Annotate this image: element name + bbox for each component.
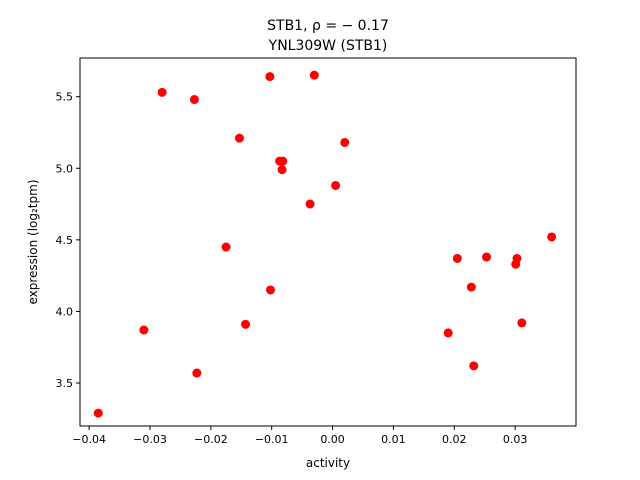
- data-point: [189, 95, 199, 105]
- data-point: [466, 282, 476, 292]
- data-point: [241, 319, 251, 329]
- data-point: [340, 137, 350, 147]
- data-point: [265, 285, 275, 295]
- x-tick-label: 0.03: [503, 433, 528, 446]
- data-point: [139, 325, 149, 335]
- x-tick-label: −0.03: [133, 433, 167, 446]
- data-point: [157, 87, 167, 97]
- data-point: [221, 242, 231, 252]
- plot-frame: [79, 57, 577, 427]
- data-point: [331, 180, 341, 190]
- y-tick-label: 5.0: [56, 162, 74, 175]
- data-point: [192, 368, 202, 378]
- chart-title-line2: YNL309W (STB1): [268, 38, 388, 54]
- x-tick-label: 0.02: [442, 433, 467, 446]
- data-point: [278, 156, 288, 166]
- data-point: [443, 328, 453, 338]
- x-axis-label: activity: [306, 456, 350, 470]
- x-tick-label: −0.01: [255, 433, 289, 446]
- data-points: [93, 70, 557, 418]
- x-axis-ticks: −0.04 −0.03 −0.02 −0.01 0.00 0.01 0.02 0.03: [72, 426, 527, 446]
- data-point: [277, 165, 287, 175]
- y-tick-label: 3.5: [56, 377, 74, 390]
- data-point: [547, 232, 557, 242]
- data-point: [265, 72, 275, 82]
- data-point: [469, 361, 479, 371]
- y-axis-label: expression (log₂tpm): [26, 179, 40, 304]
- y-tick-label: 4.5: [56, 234, 74, 247]
- x-tick-label: 0.00: [320, 433, 345, 446]
- y-axis-ticks: 3.5 4.0 4.5 5.0 5.5: [56, 91, 80, 390]
- data-point: [309, 70, 319, 80]
- y-tick-label: 4.0: [56, 305, 74, 318]
- data-point: [305, 199, 315, 209]
- x-tick-label: −0.02: [194, 433, 228, 446]
- data-point: [512, 253, 522, 263]
- data-point: [482, 252, 492, 262]
- data-point: [234, 133, 244, 143]
- data-point: [517, 318, 527, 328]
- data-point: [452, 253, 462, 263]
- y-tick-label: 5.5: [56, 91, 74, 104]
- chart-title-line1: STB1, ρ = − 0.17: [267, 18, 389, 34]
- data-point: [93, 408, 103, 418]
- x-tick-label: 0.01: [381, 433, 406, 446]
- x-tick-label: −0.04: [72, 433, 106, 446]
